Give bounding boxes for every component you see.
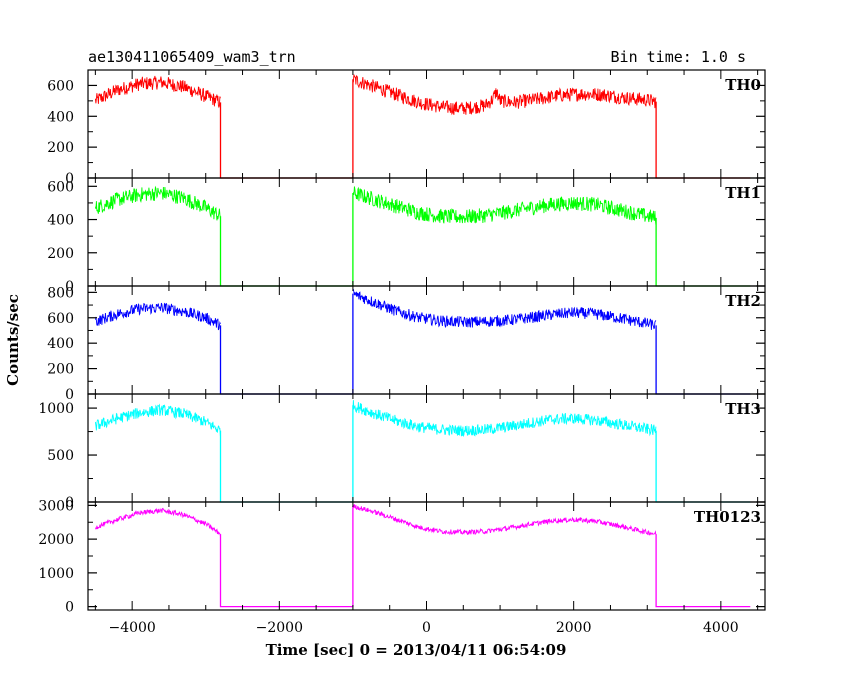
panel-th0123: 0 1000 2000 3000 TH0123 xyxy=(38,498,766,616)
gap-line-1-th2 xyxy=(219,293,354,395)
panel-label-th0: TH0 xyxy=(725,76,761,94)
gap-line-1-th0 xyxy=(219,79,354,179)
panel-label-th1: TH1 xyxy=(725,184,761,202)
y-tick-label: 1000 xyxy=(38,566,74,582)
y-tick-label: 600 xyxy=(47,179,74,195)
y-tick-label: 400 xyxy=(47,109,74,125)
gap-line-2-th0 xyxy=(655,101,751,179)
y-tick-label: 0 xyxy=(65,600,74,616)
x-tick-label: 4000 xyxy=(703,620,739,636)
y-tick-label: 600 xyxy=(47,311,74,327)
gap-line-2-th0123 xyxy=(655,534,751,608)
y-tick-label: 0 xyxy=(65,279,74,295)
y-tick-label: 600 xyxy=(47,78,74,94)
x-tick-label: −2000 xyxy=(256,620,303,636)
gap-line-2-th3 xyxy=(655,430,751,503)
panel-frame xyxy=(87,177,766,287)
panel-frame xyxy=(87,501,766,611)
chart-title: ae130411065409_wam3_trn xyxy=(88,48,296,66)
bin-time-label: Bin time: 1.0 s xyxy=(611,48,746,66)
y-tick-label: 3000 xyxy=(38,498,74,514)
panel-frame xyxy=(87,393,766,503)
y-tick-label: 400 xyxy=(47,336,74,352)
x-tick-label: 2000 xyxy=(556,620,592,636)
x-axis-label: Time [sec] 0 = 2013/04/11 06:54:09 xyxy=(266,641,567,659)
series-trace-b-th0123 xyxy=(352,504,657,536)
panel-frame xyxy=(87,69,766,179)
y-tick-label: 200 xyxy=(47,140,74,156)
x-tick-label: −4000 xyxy=(108,620,155,636)
y-tick-label: 0 xyxy=(65,495,74,511)
panel-th0: 0 200 400 600 TH0 xyxy=(47,69,766,187)
y-axis-label: Counts/sec xyxy=(4,294,22,386)
panel-th2: 0 200 400 600 800 TH2 xyxy=(47,285,766,403)
series-trace-th2 xyxy=(94,302,221,331)
y-tick-label: 500 xyxy=(47,448,74,464)
gap-line-2-th2 xyxy=(655,325,751,395)
series-trace-th0 xyxy=(94,75,221,109)
series-trace-b-th3 xyxy=(352,400,657,438)
gap-line-2-th1 xyxy=(655,217,751,287)
gap-line-1-th1 xyxy=(219,193,354,287)
y-tick-label: 2000 xyxy=(38,532,74,548)
gap-line-1-th3 xyxy=(219,405,354,503)
y-tick-label: 200 xyxy=(47,246,74,262)
series-trace-b-th0 xyxy=(352,74,657,116)
y-tick-label: 0 xyxy=(65,171,74,187)
panel-label-th3: TH3 xyxy=(725,400,761,418)
series-trace-th1 xyxy=(94,185,221,221)
y-tick-label: 1000 xyxy=(38,401,74,417)
panel-label-th0123: TH0123 xyxy=(694,508,761,526)
panel-frame xyxy=(87,285,766,395)
panels-group: 0 200 400 600 TH0 0 200 400 600 TH1 0 200 400 600 800 T… xyxy=(38,69,766,616)
series-trace-b-th1 xyxy=(352,186,657,225)
y-tick-label: 0 xyxy=(65,387,74,403)
y-tick-label: 400 xyxy=(47,213,74,229)
gap-line-1-th0123 xyxy=(219,506,354,608)
y-tick-label: 800 xyxy=(47,285,74,301)
panel-th3: 0 500 1000 TH3 xyxy=(38,393,766,511)
series-trace-b-th2 xyxy=(352,288,657,330)
panel-label-th2: TH2 xyxy=(725,292,761,310)
panel-th1: 0 200 400 600 TH1 xyxy=(47,177,766,295)
x-tick-label: 0 xyxy=(422,620,431,636)
series-trace-th0123 xyxy=(94,507,221,536)
x-tick-labels: −4000 −2000 0 2000 4000 xyxy=(108,620,738,636)
y-tick-label: 200 xyxy=(47,362,74,378)
series-trace-th3 xyxy=(94,403,221,437)
